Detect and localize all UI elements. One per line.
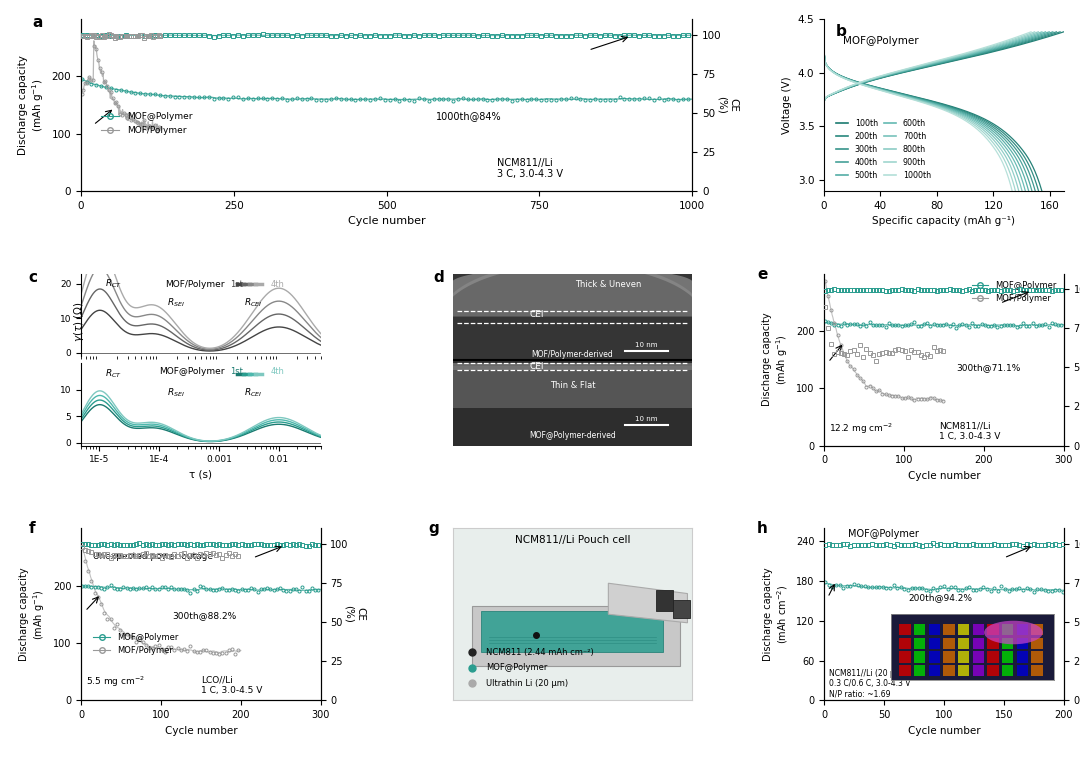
Text: Ultrathin Li (20 μm): Ultrathin Li (20 μm) [486, 678, 568, 687]
Text: 200th@94.2%: 200th@94.2% [908, 593, 972, 603]
Text: NCM811 (2.44 mAh cm⁻²): NCM811 (2.44 mAh cm⁻²) [486, 647, 594, 656]
Text: MOF@Polymer: MOF@Polymer [843, 36, 919, 46]
Text: MOF@Polymer: MOF@Polymer [848, 529, 919, 539]
Text: NCM811//Li (20 μm)
0.3 C/0.6 C, 3.0-4.3 V: NCM811//Li (20 μm) 0.3 C/0.6 C, 3.0-4.3 … [828, 669, 910, 688]
Y-axis label: Discharge capacity
(mAh g$^{-1}$): Discharge capacity (mAh g$^{-1}$) [18, 55, 46, 155]
Legend: 100th, 200th, 300th, 400th, 500th, 600th, 700th, 800th, 900th, 1000th: 100th, 200th, 300th, 400th, 500th, 600th… [833, 116, 934, 183]
Legend: MOF@Polymer, MOF/Polymer: MOF@Polymer, MOF/Polymer [97, 108, 195, 139]
Text: NCM811//Li
3 C, 3.0-4.3 V: NCM811//Li 3 C, 3.0-4.3 V [497, 157, 563, 179]
Text: 4th: 4th [270, 367, 284, 376]
X-axis label: Cycle number: Cycle number [907, 471, 981, 481]
Text: NCM811//Li Pouch cell: NCM811//Li Pouch cell [515, 535, 630, 545]
Text: e: e [757, 266, 768, 282]
Bar [657, 590, 673, 611]
Text: CEI: CEI [529, 362, 543, 371]
Text: MOF@Polymer: MOF@Polymer [486, 663, 548, 672]
Polygon shape [482, 611, 663, 652]
Text: $R_{SEI}$: $R_{SEI}$ [167, 297, 186, 309]
Bar [453, 360, 692, 446]
Y-axis label: Voltage (V): Voltage (V) [782, 76, 793, 134]
Text: b: b [836, 24, 847, 39]
Text: 300th@88.2%: 300th@88.2% [172, 611, 237, 620]
Text: 1st: 1st [230, 367, 243, 376]
Text: 1st: 1st [230, 280, 243, 289]
Text: $R_{CEI}$: $R_{CEI}$ [244, 386, 262, 398]
Text: f: f [28, 522, 35, 536]
Text: d: d [433, 270, 444, 285]
X-axis label: Specific capacity (mAh g⁻¹): Specific capacity (mAh g⁻¹) [873, 217, 1015, 226]
Bar [673, 600, 690, 618]
X-axis label: Cycle number: Cycle number [164, 725, 238, 736]
Text: a: a [32, 15, 42, 30]
Polygon shape [453, 261, 692, 316]
Bar [453, 273, 692, 360]
Text: 300th@71.1%: 300th@71.1% [956, 363, 1021, 372]
Text: $\gamma(\tau)$ ($\Omega$): $\gamma(\tau)$ ($\Omega$) [72, 301, 85, 342]
Y-axis label: Discharge capacity
(mAh g$^{-1}$): Discharge capacity (mAh g$^{-1}$) [19, 568, 48, 661]
Y-axis label: CE
(%): CE (%) [717, 96, 739, 114]
Polygon shape [453, 248, 692, 320]
Text: Unexpected power outage: Unexpected power outage [93, 552, 213, 561]
X-axis label: Cycle number: Cycle number [907, 725, 981, 736]
Y-axis label: Discharge capacity
(mAh cm$^{-2}$): Discharge capacity (mAh cm$^{-2}$) [764, 568, 791, 661]
Text: 10 nm: 10 nm [635, 341, 658, 347]
Text: MOF/Polymer: MOF/Polymer [165, 280, 225, 289]
Text: h: h [757, 522, 768, 536]
Text: 12.2 mg cm$^{-2}$: 12.2 mg cm$^{-2}$ [828, 422, 893, 436]
Text: c: c [28, 270, 38, 285]
Text: $R_{CT}$: $R_{CT}$ [105, 278, 122, 290]
Text: 10 nm: 10 nm [635, 416, 658, 422]
Y-axis label: CE
(%): CE (%) [343, 606, 365, 623]
Text: LCO//Li
1 C, 3.0-4.5 V: LCO//Li 1 C, 3.0-4.5 V [201, 676, 262, 696]
Text: 4th: 4th [270, 280, 284, 289]
Text: Thin & Flat: Thin & Flat [550, 381, 595, 390]
Bar [453, 363, 692, 370]
X-axis label: τ (s): τ (s) [189, 470, 213, 480]
Text: MOF/Polymer-derived: MOF/Polymer-derived [531, 350, 613, 359]
Text: Thick & Uneven: Thick & Uneven [576, 280, 642, 289]
Legend: MOF@Polymer, MOF/Polymer: MOF@Polymer, MOF/Polymer [90, 629, 181, 658]
Text: $R_{CT}$: $R_{CT}$ [105, 367, 122, 379]
Text: MOF@Polymer-derived: MOF@Polymer-derived [529, 431, 616, 440]
Text: $R_{SEI}$: $R_{SEI}$ [167, 386, 186, 398]
Text: CEI: CEI [529, 310, 543, 319]
Y-axis label: Discharge capacity
(mAh g$^{-1}$): Discharge capacity (mAh g$^{-1}$) [762, 313, 791, 407]
Text: 1000th@84%: 1000th@84% [435, 111, 501, 120]
Text: NCM811//Li
1 C, 3.0-4.3 V: NCM811//Li 1 C, 3.0-4.3 V [940, 422, 1000, 441]
Text: g: g [429, 522, 440, 536]
Bar [453, 366, 692, 408]
Text: MOF@Polymer: MOF@Polymer [160, 367, 225, 376]
Text: 5.5 mg cm$^{-2}$: 5.5 mg cm$^{-2}$ [85, 674, 145, 689]
X-axis label: Cycle number: Cycle number [348, 217, 426, 226]
Polygon shape [472, 606, 680, 666]
Text: $R_{CEI}$: $R_{CEI}$ [244, 297, 262, 309]
Legend: MOF@Polymer, MOF/Polymer: MOF@Polymer, MOF/Polymer [969, 278, 1059, 307]
Polygon shape [608, 583, 688, 623]
Text: N/P ratio: ~1.69: N/P ratio: ~1.69 [828, 690, 890, 699]
